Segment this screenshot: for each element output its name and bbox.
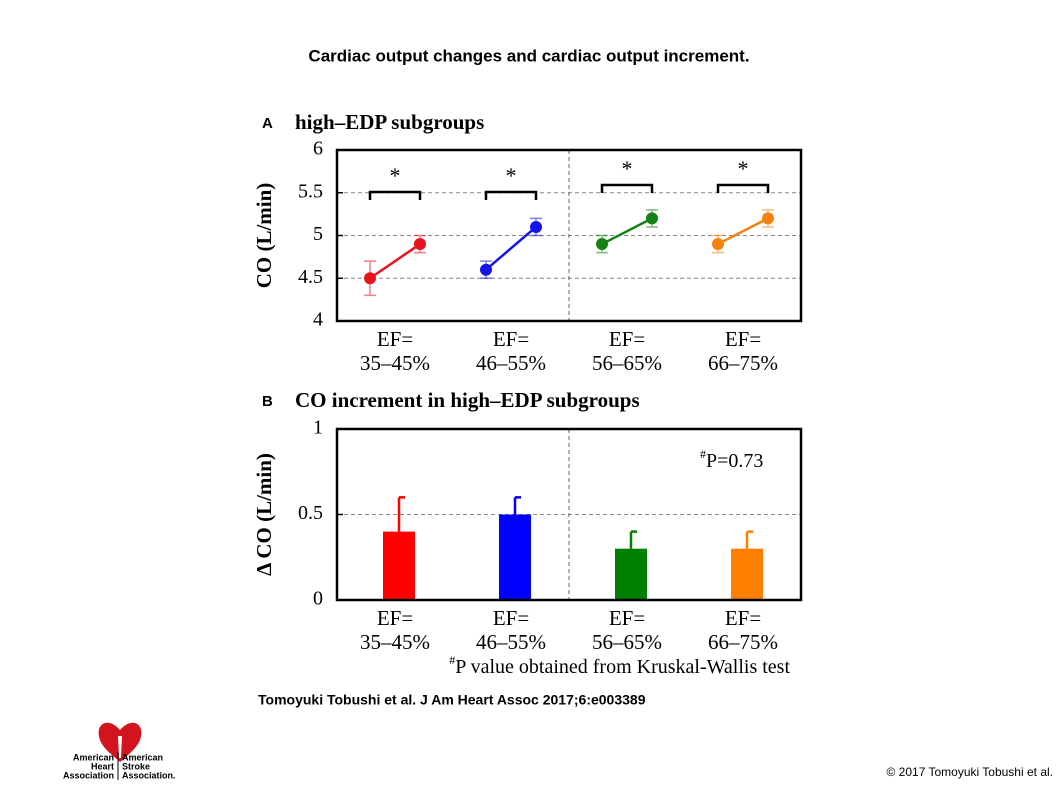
bar <box>731 548 763 600</box>
significance-star: * <box>622 156 633 181</box>
y-tick-label: 6 <box>313 138 323 160</box>
y-tick-label: 5.5 <box>298 180 323 202</box>
footnote-text: P value obtained from Kruskal-Wallis tes… <box>455 656 790 678</box>
bar <box>499 514 531 600</box>
x-tick-label: EF= <box>493 606 529 630</box>
y-tick-label: 1 <box>313 417 323 439</box>
copyright: © 2017 Tomoyuki Tobushi et al. <box>887 765 1054 779</box>
significance-bracket <box>368 190 422 200</box>
x-tick-label: 66–75% <box>708 630 778 654</box>
error-bar <box>745 530 753 549</box>
significance-bracket <box>716 183 770 193</box>
x-tick-label: 46–55% <box>476 351 546 375</box>
y-tick-label: 4.5 <box>298 266 323 288</box>
x-tick-label: EF= <box>377 327 413 351</box>
connector-line <box>717 217 769 246</box>
x-tick-label: 56–65% <box>592 630 662 654</box>
point <box>480 263 492 276</box>
chart-title: high–EDP subgroups <box>295 110 484 134</box>
logo-text: Association. <box>122 770 176 780</box>
y-tick-label: 4 <box>313 309 323 331</box>
x-tick-label: 56–65% <box>592 351 662 375</box>
logo-text: Heart <box>91 761 114 771</box>
error-bar <box>397 496 405 532</box>
connector-line <box>601 217 653 246</box>
bar <box>615 548 647 600</box>
y-tick-label: 0 <box>313 588 323 610</box>
error-bar <box>629 530 637 549</box>
logo: American Heart Association American Stro… <box>63 722 176 780</box>
x-tick-label: EF= <box>377 606 413 630</box>
annotation-text: P=0.73 <box>706 450 763 472</box>
point <box>414 238 426 251</box>
significance-bracket <box>484 190 538 200</box>
panel-label: B <box>262 393 273 410</box>
x-tick-label: EF= <box>725 606 761 630</box>
x-tick-label: 35–45% <box>360 351 430 375</box>
x-tick-label: EF= <box>609 327 645 351</box>
connector-line <box>485 225 537 271</box>
footnote: #P value obtained from Kruskal-Wallis te… <box>449 653 790 678</box>
footnote-sup: # <box>449 653 455 667</box>
x-tick-label: 66–75% <box>708 351 778 375</box>
point <box>712 238 724 251</box>
point <box>596 238 608 251</box>
logo-torch <box>118 736 122 758</box>
point <box>646 212 658 225</box>
panel-label: A <box>262 115 273 132</box>
slide-title: Cardiac output changes and cardiac outpu… <box>308 46 749 65</box>
y-tick-label: 5 <box>313 223 323 245</box>
point <box>364 272 376 285</box>
citation: Tomoyuki Tobushi et al. J Am Heart Assoc… <box>258 692 646 708</box>
x-tick-label: EF= <box>725 327 761 351</box>
x-tick-label: 46–55% <box>476 630 546 654</box>
point <box>530 220 542 233</box>
significance-bracket <box>600 183 654 193</box>
annotation-sup: # <box>700 447 706 461</box>
significance-star: * <box>738 156 749 181</box>
y-axis-label: CO (L/min) <box>252 183 276 289</box>
connector-line <box>369 243 421 280</box>
logo-text: Association <box>63 770 114 780</box>
annotation: #P=0.73 <box>700 447 763 472</box>
y-axis-label: Δ CO (L/min) <box>252 453 276 576</box>
chart-title: CO increment in high–EDP subgroups <box>295 388 640 412</box>
logo-text: American <box>122 752 163 762</box>
x-tick-label: EF= <box>609 606 645 630</box>
logo-text: American <box>73 752 114 762</box>
error-bar <box>513 496 521 515</box>
x-tick-label: 35–45% <box>360 630 430 654</box>
y-tick-label: 0.5 <box>298 502 323 524</box>
significance-star: * <box>506 163 517 188</box>
significance-star: * <box>390 163 401 188</box>
logo-text: Stroke <box>122 761 150 771</box>
point <box>762 212 774 225</box>
bar <box>383 531 415 600</box>
plot-frame <box>335 427 803 602</box>
x-tick-label: EF= <box>493 327 529 351</box>
plot-frame <box>335 148 803 323</box>
